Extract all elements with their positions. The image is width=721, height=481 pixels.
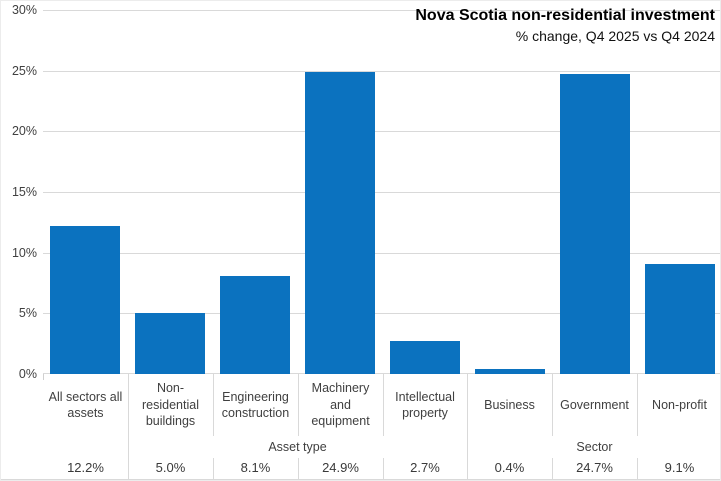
y-tick-label: 30%: [11, 3, 37, 17]
category-label: Business: [467, 374, 552, 436]
category-label-line: Engineering: [222, 389, 289, 404]
category-label-line: assets: [67, 406, 104, 420]
axis-divider: [637, 458, 638, 479]
chart-title: Nova Scotia non-residential investment: [415, 7, 715, 24]
axis-divider: [552, 374, 553, 436]
group-label: Asset type: [268, 439, 327, 454]
axis-divider: [298, 374, 299, 436]
bar: [305, 72, 375, 374]
bar: [135, 313, 205, 374]
y-tick-label: 10%: [11, 246, 37, 260]
category-label-line: equipment: [311, 414, 370, 429]
category-label: Intellectual property: [383, 374, 467, 436]
category-label-line: Government: [560, 397, 629, 412]
axis-divider: [128, 374, 129, 436]
category-label-line: Non-profit: [652, 397, 707, 412]
axis-divider: [213, 374, 214, 436]
category-label-line: residential: [142, 397, 199, 412]
axis-divider: [637, 374, 638, 436]
category-label-line: property: [402, 406, 448, 420]
category-label-line: Machinery: [311, 381, 370, 396]
value-label: 24.7%: [576, 460, 613, 476]
category-label: Engineering construction: [213, 374, 298, 436]
group-label: [43, 436, 128, 458]
axis-divider: [298, 458, 299, 479]
gridline: [43, 71, 720, 72]
axis-divider: [383, 458, 384, 479]
y-tick-label: 5%: [18, 306, 37, 320]
category-label: Machinery and equipment: [298, 374, 383, 436]
axis-divider: [383, 374, 384, 436]
value-label: 9.1%: [664, 460, 695, 476]
value-label: 8.1%: [240, 460, 271, 476]
gridline: [43, 10, 720, 11]
bar: [475, 369, 545, 374]
value-label: 0.4%: [494, 460, 525, 476]
axis-divider: [467, 374, 468, 436]
bar: [560, 74, 630, 374]
gridline: [43, 131, 720, 132]
category-label-line: Intellectual: [395, 389, 455, 404]
plot-area: [43, 10, 720, 374]
category-label-line: and: [330, 397, 351, 412]
category-label-line: buildings: [145, 414, 196, 429]
axis-divider: [552, 458, 553, 479]
bar: [220, 276, 290, 374]
bar: [390, 341, 460, 374]
table-bottom-line: [1, 479, 720, 480]
category-label-line: construction: [221, 406, 290, 420]
gridline: [43, 373, 720, 374]
category-label-line: Non-: [156, 381, 185, 396]
axis-divider: [467, 436, 468, 458]
y-tick-label: 15%: [11, 185, 37, 199]
category-axis: All sectors all assets Non-residential buil…: [43, 374, 720, 436]
gridline: [43, 192, 720, 193]
y-tick-label: 25%: [11, 64, 37, 78]
category-label: Government: [552, 374, 637, 436]
category-label: Non-residential buildings: [128, 374, 213, 436]
gridline: [43, 253, 720, 254]
axis-divider: [128, 458, 129, 479]
group-axis: Asset type Sector: [43, 436, 720, 458]
bar: [645, 264, 715, 374]
bar: [50, 226, 120, 374]
axis-divider: [213, 458, 214, 479]
value-label: 5.0%: [155, 460, 186, 476]
category-label: All sectors all assets: [43, 374, 128, 436]
category-label-line: All sectors all: [48, 389, 123, 404]
axis-divider: [128, 436, 129, 458]
category-label: Non-profit: [637, 374, 720, 436]
value-label: 12.2%: [67, 460, 104, 476]
value-label: 2.7%: [410, 460, 440, 476]
axis-tick: [43, 374, 44, 380]
group-label: Sector: [576, 439, 613, 454]
category-label-line: Business: [484, 397, 535, 412]
axis-divider: [467, 458, 468, 479]
value-row: 12.2% 5.0% 8.1% 24.9% 2.7% 0.4% 24.7% 9.1%: [43, 458, 720, 479]
value-label: 24.9%: [322, 460, 359, 476]
gridline: [43, 313, 720, 314]
y-tick-label: 0%: [18, 367, 37, 381]
y-tick-label: 20%: [11, 124, 37, 138]
chart-subtitle: % change, Q4 2025 vs Q4 2024: [515, 28, 715, 44]
